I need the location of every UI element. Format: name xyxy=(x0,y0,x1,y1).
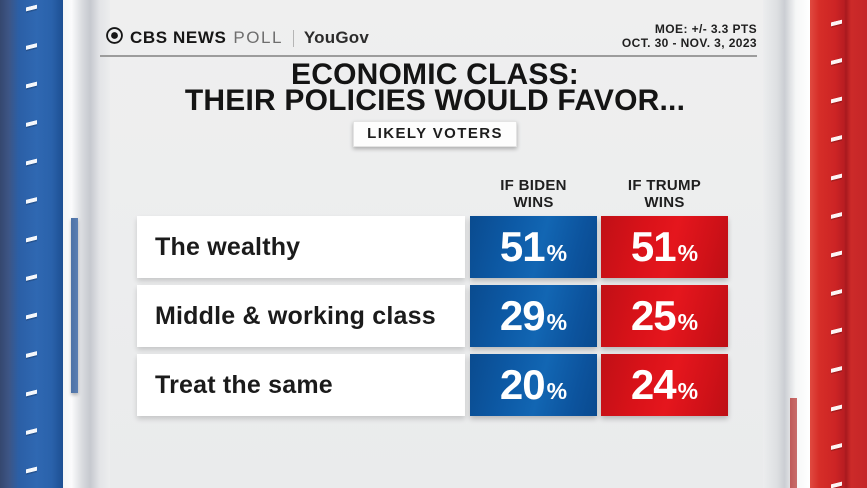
column-header-trump: IF TRUMP WINS xyxy=(601,177,728,211)
brand-yougov: YouGov xyxy=(303,28,370,47)
row-label-treat-same: Treat the same xyxy=(137,354,465,416)
page-title-line1: ECONOMIC CLASS: xyxy=(291,58,579,91)
blue-pillar-rivets xyxy=(26,4,37,488)
percent-sign: % xyxy=(546,309,568,335)
row-label-text: Treat the same xyxy=(155,370,333,399)
value-number: 29 xyxy=(499,292,546,339)
row-label-text: The wealthy xyxy=(155,232,301,261)
value: 20 % xyxy=(500,361,567,409)
value-number: 51 xyxy=(630,223,677,270)
brand-poll: POLL xyxy=(233,28,283,47)
value-number: 20 xyxy=(499,361,546,408)
red-pillar-edge xyxy=(763,0,810,488)
blue-pillar-edge xyxy=(63,0,110,488)
value: 24 % xyxy=(631,361,698,409)
percent-sign: % xyxy=(546,378,568,404)
brand-divider xyxy=(292,29,294,47)
blue-reflection-strip xyxy=(71,218,78,393)
column-header-biden-line2: WINS xyxy=(513,193,554,211)
moe-dates: MOE: +/- 3.3 PTS OCT. 30 - NOV. 3, 2023 xyxy=(622,22,757,50)
row-label-text: Middle & working class xyxy=(155,301,436,330)
red-reflection-strip xyxy=(790,398,797,488)
column-header-trump-line1: IF TRUMP xyxy=(627,177,702,194)
percent-sign: % xyxy=(677,378,699,404)
cbs-eye-icon xyxy=(106,27,123,49)
page-title-line2: THEIR POLICIES WOULD FAVOR... xyxy=(184,84,686,117)
cell-biden-treat-same: 20 % xyxy=(470,354,597,416)
column-header-biden: IF BIDEN WINS xyxy=(470,177,597,211)
column-header-trump-line2: WINS xyxy=(644,193,685,211)
moe-line: MOE: +/- 3.3 PTS xyxy=(654,22,757,36)
cell-biden-middle-working: 29 % xyxy=(470,285,597,347)
cell-trump-middle-working: 25 % xyxy=(601,285,728,347)
dates-line: OCT. 30 - NOV. 3, 2023 xyxy=(621,36,757,50)
value: 25 % xyxy=(631,292,698,340)
percent-sign: % xyxy=(677,240,699,266)
cell-biden-wealthy: 51 % xyxy=(470,216,597,278)
percent-sign: % xyxy=(677,309,699,335)
header-rule xyxy=(100,55,757,57)
red-pillar-rivets xyxy=(831,19,842,488)
value-number: 25 xyxy=(630,292,677,339)
title-block: ECONOMIC CLASS: THEIR POLICIES WOULD FAV… xyxy=(95,58,775,147)
brand-cbs-news: CBS NEWS xyxy=(130,28,227,47)
value-number: 24 xyxy=(630,361,677,408)
row-label-middle-working: Middle & working class xyxy=(137,285,465,347)
cell-trump-treat-same: 24 % xyxy=(601,354,728,416)
value: 51 % xyxy=(631,223,698,271)
value-number: 51 xyxy=(499,223,546,270)
brand-bar: CBS NEWS POLL YouGov xyxy=(106,27,369,49)
column-header-biden-line1: IF BIDEN xyxy=(500,177,567,194)
likely-voters-badge: LIKELY VOTERS xyxy=(353,121,517,147)
value: 29 % xyxy=(500,292,567,340)
cell-trump-wealthy: 51 % xyxy=(601,216,728,278)
value: 51 % xyxy=(500,223,567,271)
row-label-wealthy: The wealthy xyxy=(137,216,465,278)
percent-sign: % xyxy=(546,240,568,266)
